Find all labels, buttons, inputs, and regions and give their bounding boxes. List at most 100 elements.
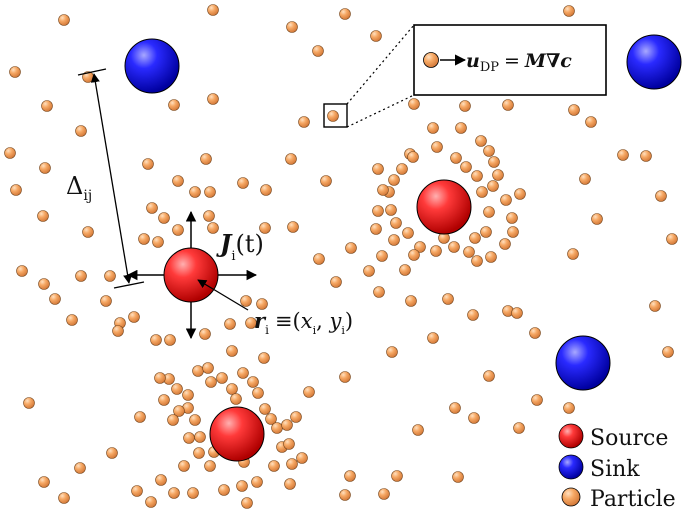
- particle: [23, 397, 35, 409]
- particle: [241, 497, 253, 509]
- distance-label: Δij: [66, 172, 92, 204]
- particle: [259, 222, 271, 234]
- particle: [285, 153, 297, 165]
- particle: [563, 402, 575, 414]
- particle: [370, 30, 382, 42]
- particle: [205, 376, 217, 388]
- particle: [226, 383, 238, 395]
- particle: [399, 264, 411, 276]
- particle: [193, 447, 205, 459]
- particle: [469, 232, 481, 244]
- particle: [402, 227, 414, 239]
- particle: [74, 462, 86, 474]
- particle: [265, 413, 277, 425]
- particle: [226, 345, 238, 357]
- particle: [487, 180, 499, 192]
- particle: [158, 212, 170, 224]
- particle: [203, 210, 215, 222]
- particle: [237, 367, 249, 379]
- particle: [154, 372, 166, 384]
- particle: [284, 478, 296, 490]
- particle: [187, 487, 199, 499]
- particle: [75, 270, 87, 282]
- particle: [485, 251, 497, 263]
- particle: [507, 226, 519, 238]
- particle: [666, 233, 678, 245]
- particle: [339, 489, 351, 501]
- sink-top-left: [124, 38, 180, 94]
- particle: [207, 93, 219, 105]
- particle: [189, 414, 201, 426]
- particle: [499, 238, 511, 250]
- particle: [330, 276, 342, 288]
- inset-equation: uDP = M∇c: [466, 50, 572, 75]
- particle: [199, 328, 211, 340]
- particle: [172, 224, 184, 236]
- particle: [256, 298, 268, 310]
- particle: [183, 432, 195, 444]
- particle: [427, 332, 439, 344]
- particle: [396, 163, 408, 175]
- particle: [313, 253, 325, 265]
- particle: [112, 325, 124, 337]
- legend-particle-marker: [561, 487, 581, 507]
- particle: [378, 488, 390, 500]
- particle: [283, 438, 295, 450]
- particle: [529, 327, 541, 339]
- particle: [568, 104, 580, 116]
- particle: [182, 389, 194, 401]
- particle: [502, 99, 514, 111]
- particle: [363, 265, 375, 277]
- particle: [405, 295, 417, 307]
- particle: [480, 226, 492, 238]
- particle: [271, 422, 283, 434]
- particle: [16, 265, 28, 277]
- particle: [449, 402, 461, 414]
- particle: [506, 212, 518, 224]
- particle: [106, 447, 118, 459]
- particle: [372, 163, 384, 175]
- particle: [373, 286, 385, 298]
- particle: [408, 249, 420, 261]
- particle: [290, 411, 302, 423]
- particle: [189, 186, 201, 198]
- particle: [168, 99, 180, 111]
- particle: [152, 236, 164, 248]
- particle: [370, 223, 382, 235]
- particle: [142, 158, 154, 170]
- particle: [128, 311, 140, 323]
- particle: [247, 376, 259, 388]
- particle: [164, 334, 176, 346]
- particle: [459, 100, 471, 112]
- particle: [251, 476, 263, 488]
- particle: [442, 293, 454, 305]
- particle: [104, 270, 116, 282]
- source-right-center: [416, 179, 472, 235]
- particle: [471, 255, 483, 267]
- particle: [204, 460, 216, 472]
- particle: [407, 151, 419, 163]
- particle: [145, 496, 157, 508]
- sources: [163, 179, 472, 462]
- particle: [10, 184, 22, 196]
- particle: [100, 295, 112, 307]
- particle: [483, 206, 495, 218]
- particle-field: [4, 4, 678, 509]
- particle: [431, 141, 443, 153]
- particle: [200, 153, 212, 165]
- particle: [202, 362, 214, 374]
- particle: [339, 8, 351, 20]
- particle: [39, 162, 51, 174]
- particle: [303, 386, 315, 398]
- particle: [178, 460, 190, 472]
- particle: [131, 485, 143, 497]
- particle: [287, 221, 299, 233]
- particle: [430, 245, 442, 257]
- particle: [230, 393, 242, 405]
- particle: [655, 190, 667, 202]
- particle: [9, 66, 21, 78]
- particle: [475, 135, 487, 147]
- particle: [82, 226, 94, 238]
- source-bottom-left: [209, 406, 265, 462]
- particle: [414, 241, 426, 253]
